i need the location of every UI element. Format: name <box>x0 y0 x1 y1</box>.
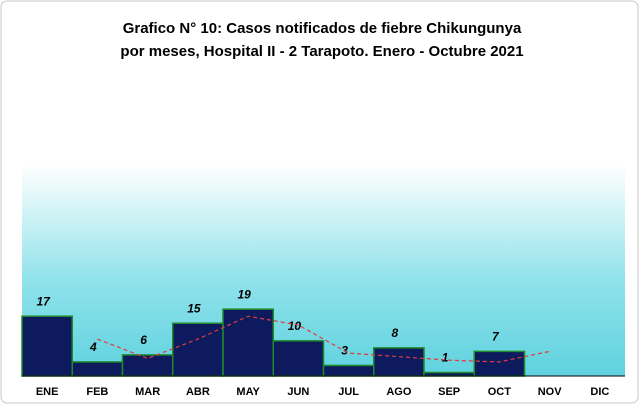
chart-title: Grafico N° 10: Casos notificados de fieb… <box>123 20 522 37</box>
x-tick-label: DIC <box>590 386 609 398</box>
bar <box>272 340 325 377</box>
x-tick-label: MAR <box>135 386 160 398</box>
bar <box>322 364 375 377</box>
data-label: 19 <box>237 287 251 301</box>
bar <box>373 347 425 377</box>
data-label: 6 <box>140 333 147 347</box>
bar <box>222 308 274 377</box>
data-label: 15 <box>187 301 201 315</box>
bar <box>473 350 526 377</box>
bar <box>121 354 174 377</box>
x-tick-label: NOV <box>538 386 563 398</box>
x-tick-label: JUL <box>338 386 359 398</box>
data-label: 4 <box>89 340 97 354</box>
x-tick-label: AGO <box>386 386 412 398</box>
x-tick-label: ENE <box>36 386 59 398</box>
data-label: 7 <box>492 330 500 344</box>
x-tick-label: OCT <box>488 386 512 398</box>
trend-line <box>97 315 550 363</box>
data-label: 8 <box>392 326 399 340</box>
bar <box>21 315 73 377</box>
chart-title: por meses, Hospital II - 2 Tarapoto. Ene… <box>120 43 523 60</box>
x-tick-label: ABR <box>186 386 210 398</box>
x-tick-label: SEP <box>438 386 460 398</box>
bar <box>71 361 124 377</box>
data-label: 10 <box>288 319 302 333</box>
x-tick-label: FEB <box>86 386 108 398</box>
bar <box>423 371 475 377</box>
data-label: 17 <box>36 294 51 308</box>
x-tick-label: MAY <box>236 386 260 398</box>
data-label: 1 <box>442 351 449 365</box>
x-tick-label: JUN <box>287 386 309 398</box>
